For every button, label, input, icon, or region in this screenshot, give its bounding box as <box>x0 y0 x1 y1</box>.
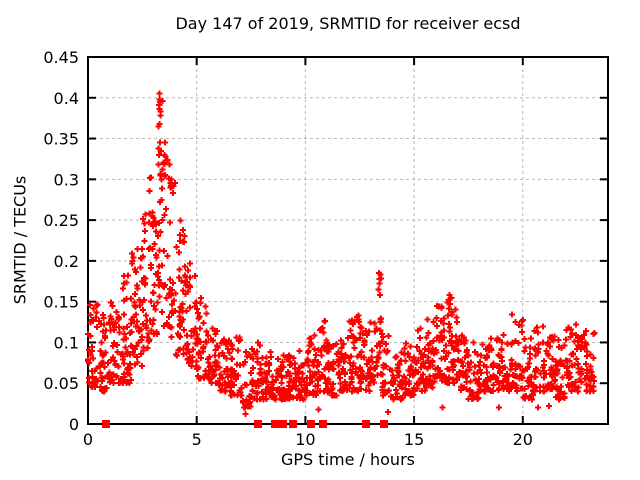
y-tick-label: 0.35 <box>43 130 79 149</box>
y-tick-label: 0.4 <box>54 89 79 108</box>
chart-title: Day 147 of 2019, SRMTID for receiver ecs… <box>175 14 521 33</box>
y-tick-label: 0.15 <box>43 293 79 312</box>
y-tick-label: 0.05 <box>43 374 79 393</box>
x-tick-label: 20 <box>513 430 533 449</box>
y-tick-label: 0 <box>69 415 79 434</box>
x-tick-label: 15 <box>404 430 424 449</box>
y-tick-label: 0.3 <box>54 170 79 189</box>
y-tick-label: 0.45 <box>43 48 79 67</box>
y-axis-title: SRMTID / TECUs <box>10 175 30 305</box>
x-tick-label: 0 <box>83 430 93 449</box>
scatter-points <box>85 90 598 417</box>
y-tick-label: 0.25 <box>43 211 79 230</box>
x-tick-label: 5 <box>192 430 202 449</box>
x-axis-title: GPS time / hours <box>281 450 415 469</box>
plot-border <box>87 56 609 425</box>
y-tick-label: 0.2 <box>54 252 79 271</box>
y-tick-label: 0.1 <box>54 333 79 352</box>
x-tick-label: 10 <box>295 430 315 449</box>
